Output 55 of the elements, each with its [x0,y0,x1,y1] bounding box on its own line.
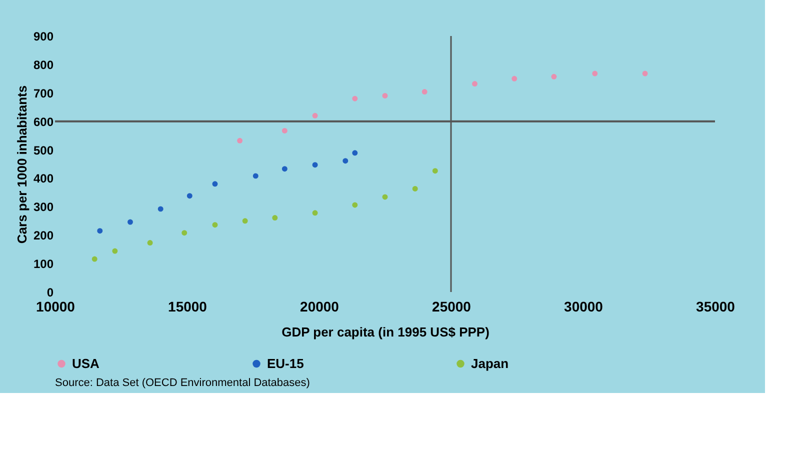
point [252,173,258,179]
point [312,162,318,168]
point [642,70,648,76]
point [182,230,188,236]
point [186,193,192,199]
point [592,70,598,76]
point [352,96,358,102]
y-tick-label: 900 [33,30,54,44]
x-tick-label: 25000 [432,298,472,314]
x-tick-label: 30000 [564,298,604,314]
point [97,228,103,234]
point [342,158,348,164]
source-note: Source: Data Set (OECD Environmental Databases) [55,377,310,389]
point [352,202,358,208]
point [242,218,248,224]
point [158,206,164,212]
point [282,128,288,134]
point [412,186,418,192]
y-tick-label: 300 [33,200,54,214]
point [212,181,218,187]
y-tick-label: 200 [33,228,54,243]
y-tick-label: 100 [33,257,54,272]
y-axis-title: Cars per 1000 inhabitants [14,85,30,244]
point [472,81,478,87]
y-tick-label: 800 [33,58,54,72]
point [92,256,98,262]
point [128,219,133,225]
x-tick-label: 10000 [36,298,76,314]
point [272,215,278,220]
x-tick-label: 35000 [696,298,736,314]
legend-label: Japan [471,356,509,371]
legend-label: USA [72,356,100,371]
y-tick-label: 500 [33,143,54,158]
y-tick-label: 600 [33,114,54,129]
point [512,76,518,82]
point [382,93,388,98]
point [112,248,118,254]
point [237,138,243,144]
y-tick-label: 700 [33,86,54,100]
legend-label: EU-15 [267,356,304,371]
point [432,168,438,174]
point [282,166,288,172]
point [352,150,358,156]
point [312,112,318,118]
point [422,89,428,94]
y-tick-label: 0 [46,286,54,300]
x-axis-title: GDP per capita (in 1995 US$ PPP) [282,324,490,340]
y-tick-label: 400 [33,172,54,186]
point [312,210,318,216]
point [551,74,557,80]
x-tick-label: 15000 [168,298,208,314]
point [212,222,218,228]
x-tick-label: 20000 [300,298,340,314]
point [147,240,153,246]
point [382,194,388,200]
